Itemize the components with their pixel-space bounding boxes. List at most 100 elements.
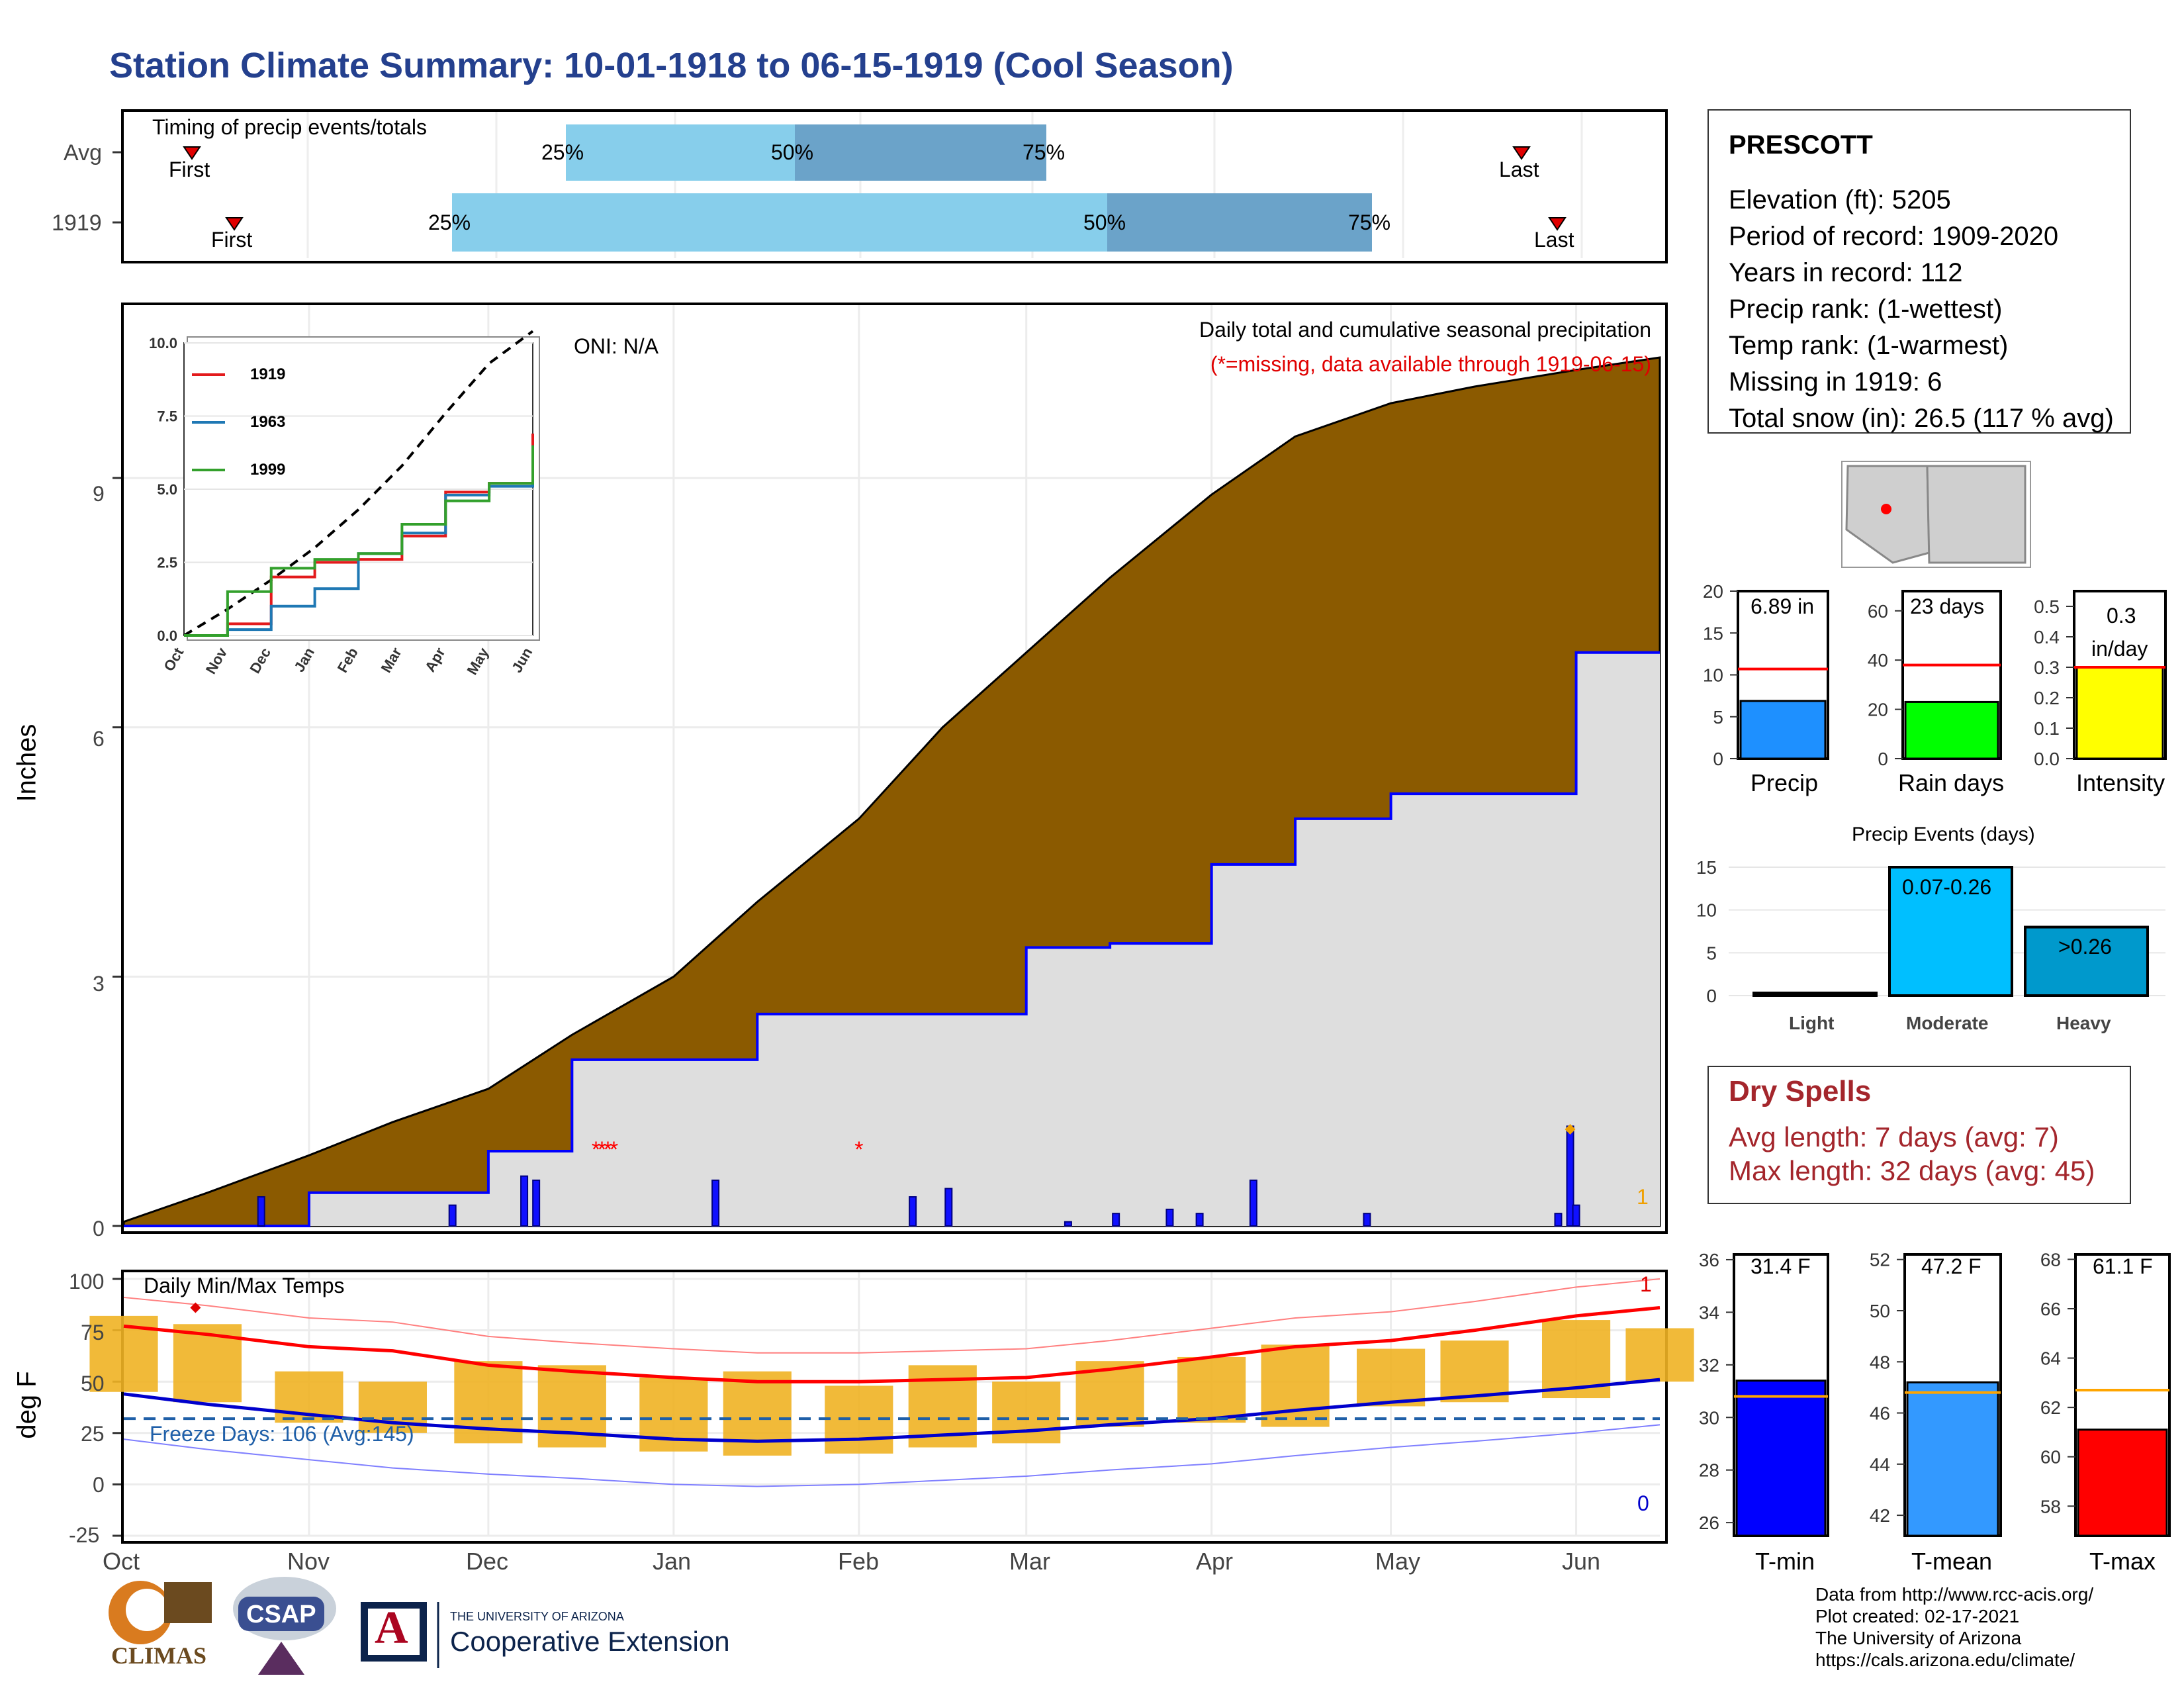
y1919-last-label: Last	[1534, 228, 1574, 252]
oni-label: ONI: N/A	[574, 334, 659, 358]
ua-big-text: Cooperative Extension	[450, 1626, 730, 1657]
temp-count-high: 1	[1640, 1272, 1652, 1296]
tmin-label: T-min	[1755, 1548, 1815, 1575]
map-newmexico-shape	[1926, 465, 2026, 564]
mini-ytick-2-3: 0.3	[2034, 657, 2060, 678]
mini-bar-0	[1739, 700, 1827, 760]
precip-ytick-6: 6	[93, 727, 105, 751]
avg-p75-label: 75%	[1023, 140, 1066, 164]
y1919-p50-label: 50%	[1083, 211, 1126, 234]
tmax-value-text: 61.1 F	[2093, 1254, 2153, 1278]
month-mar: Mar	[1009, 1548, 1050, 1575]
month-oct: Oct	[103, 1548, 140, 1575]
station-missing: Missing in 1919: 6	[1729, 367, 1942, 397]
events-ytick-3: 15	[1696, 857, 1717, 878]
temp-ylabel: deg F	[12, 1371, 42, 1439]
footer-url: https://cals.arizona.edu/climate/	[1815, 1650, 2075, 1670]
ua-small-text: THE UNIVERSITY OF ARIZONA	[450, 1610, 624, 1623]
month-jun: Jun	[1562, 1548, 1601, 1575]
intensity-bar-label: Intensity	[2076, 769, 2165, 796]
ua-logo-mark: A	[375, 1603, 408, 1654]
mini-ytick-1-1: 20	[1868, 700, 1888, 720]
temp-ytick-2-5: 68	[2040, 1249, 2061, 1270]
temp-panel	[121, 1270, 1668, 1544]
mini-ytick-0-1: 5	[1713, 707, 1723, 727]
y1919-p75-label: 75%	[1348, 211, 1391, 234]
csap-logo-text: CSAP	[246, 1601, 316, 1628]
mini-bar-1	[1904, 700, 1999, 760]
intensity-text-1: 0.3	[2107, 604, 2136, 628]
inset-legend-1999: 1999	[250, 461, 286, 479]
footer-university: The University of Arizona	[1815, 1628, 2022, 1648]
intensity-text-2: in/day	[2091, 637, 2148, 661]
events-title: Precip Events (days)	[1852, 823, 2035, 845]
precip-caption: Daily total and cumulative seasonal prec…	[1199, 318, 1651, 342]
precip-total-text: 6.89 in	[1751, 594, 1815, 618]
events-bar-0	[1752, 992, 1878, 997]
month-jan: Jan	[653, 1548, 692, 1575]
missing-note: (*=missing, data available through 1919-…	[1210, 352, 1651, 376]
temp-ytick-0-3: 32	[1699, 1355, 1719, 1376]
inset-legend-1963: 1963	[250, 413, 286, 431]
mini-ytick-2-1: 0.1	[2034, 718, 2060, 739]
temp-count-low: 0	[1637, 1491, 1649, 1515]
temp-ytick-0-5: 36	[1699, 1250, 1719, 1270]
y1919-p25-label: 25%	[428, 211, 471, 234]
month-nov: Nov	[287, 1548, 330, 1575]
station-temp-rank: Temp rank: (1-warmest)	[1729, 331, 2009, 360]
events-label-moderate: Moderate	[1906, 1013, 1989, 1033]
timing-row-avg: Avg	[64, 140, 102, 165]
temp-bar-2	[2077, 1429, 2168, 1537]
climas-logo-text: CLIMAS	[111, 1642, 207, 1669]
mini-ytick-2-0: 0.0	[2034, 749, 2060, 769]
tmean-value-text: 47.2 F	[1921, 1254, 1981, 1278]
events-label-light: Light	[1789, 1013, 1835, 1033]
temp-ytick-2-2: 62	[2040, 1397, 2061, 1418]
precip-ytick-9: 9	[93, 482, 105, 506]
mini-ytick-2-5: 0.5	[2034, 596, 2060, 617]
avg-p50-label: 50%	[771, 140, 814, 164]
dry-spells-max: Max length: 32 days (avg: 45)	[1729, 1155, 2095, 1186]
tmin-value-text: 31.4 F	[1751, 1254, 1811, 1278]
tmax-label: T-max	[2089, 1548, 2156, 1575]
climas-logo	[109, 1581, 212, 1644]
mini-ytick-0-2: 10	[1703, 665, 1723, 686]
temp-ytick-0-0: 26	[1699, 1513, 1719, 1533]
dry-spells-avg: Avg length: 7 days (avg: 7)	[1729, 1121, 2059, 1152]
dry-spells-box: Dry Spells Avg length: 7 days (avg: 7) M…	[1707, 1066, 2131, 1204]
timing-label: Timing of precip events/totals	[152, 115, 427, 139]
station-info-box: PRESCOTT Elevation (ft): 5205 Period of …	[1707, 109, 2131, 434]
events-moderate-text: 0.07-0.26	[1902, 875, 1992, 899]
mini-ytick-2-2: 0.2	[2034, 688, 2060, 708]
month-may: May	[1375, 1548, 1421, 1575]
mini-ytick-0-3: 15	[1703, 623, 1723, 643]
station-snow: Total snow (in): 26.5 (117 % avg)	[1729, 404, 2114, 433]
month-feb: Feb	[838, 1548, 880, 1575]
temp-box-1	[1903, 1253, 2002, 1537]
temp-ytick-1-4: 50	[1870, 1301, 1890, 1321]
inset-legend-1919: 1919	[250, 365, 286, 383]
precip-bar-label: Precip	[1751, 769, 1819, 796]
mini-ytick-1-0: 0	[1878, 749, 1888, 769]
precip-ylabel: Inches	[12, 724, 42, 802]
freeze-days-label: Freeze Days: 106 (Avg:145)	[150, 1422, 414, 1446]
temp-box-0	[1733, 1253, 1829, 1537]
events-label-heavy: Heavy	[2056, 1013, 2111, 1033]
raindays-text: 23 days	[1910, 594, 1985, 618]
dry-spells-title: Dry Spells	[1729, 1075, 1872, 1107]
temp-ytick-neg25: -25	[69, 1523, 100, 1547]
inset-panel	[187, 336, 540, 641]
station-period: Period of record: 1909-2020	[1729, 222, 2059, 251]
temp-ytick-0: 0	[93, 1473, 105, 1497]
station-precip-rank: Precip rank: (1-wettest)	[1729, 295, 2003, 324]
precip-count-label: 1	[1637, 1185, 1649, 1209]
map-arizona-shape	[1845, 465, 1931, 564]
temp-ytick-2-4: 66	[2040, 1299, 2061, 1319]
mini-ytick-0-4: 20	[1703, 581, 1723, 602]
events-ytick-0: 0	[1706, 986, 1717, 1006]
temp-ytick-2-1: 60	[2040, 1447, 2061, 1468]
footer-source: Data from http://www.rcc-acis.org/	[1815, 1584, 2094, 1605]
station-years: Years in record: 112	[1729, 258, 1963, 287]
events-ytick-2: 10	[1696, 900, 1717, 921]
temp-ytick-100: 100	[69, 1270, 105, 1293]
